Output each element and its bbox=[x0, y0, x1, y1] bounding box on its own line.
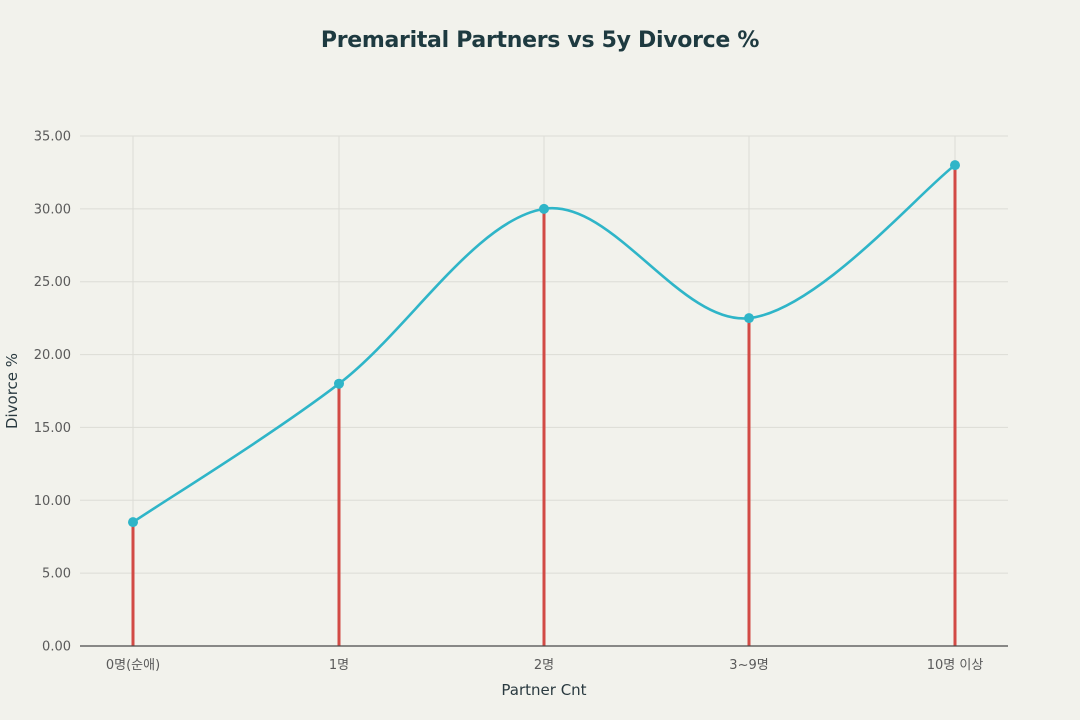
y-tick-labels: 0.00 5.00 10.00 15.00 20.00 25.00 30.00 35.00 bbox=[34, 130, 71, 655]
y-tick-label: 0.00 bbox=[42, 640, 71, 655]
y-tick-label: 20.00 bbox=[34, 348, 71, 363]
stem-lines bbox=[131, 165, 957, 646]
x-tick-label: 1명 bbox=[329, 658, 349, 673]
x-tick-labels: 0명(순애) 1명 2명 3~9명 10명 이상 bbox=[106, 658, 983, 673]
x-tick-label: 0명(순애) bbox=[106, 658, 160, 673]
data-point bbox=[539, 203, 549, 214]
y-axis-title: Divorce % bbox=[3, 353, 21, 429]
data-point bbox=[334, 378, 344, 389]
data-point bbox=[128, 517, 138, 528]
y-tick-label: 35.00 bbox=[34, 130, 71, 145]
y-tick-label: 15.00 bbox=[34, 421, 71, 436]
x-axis-title: Partner Cnt bbox=[501, 681, 586, 699]
chart-title: Premarital Partners vs 5y Divorce % bbox=[320, 28, 760, 53]
y-tick-label: 10.00 bbox=[34, 494, 71, 509]
data-point bbox=[744, 313, 754, 324]
data-points bbox=[128, 160, 960, 528]
y-tick-label: 30.00 bbox=[34, 202, 71, 217]
y-tick-label: 25.00 bbox=[34, 275, 71, 290]
x-tick-label: 10명 이상 bbox=[927, 658, 984, 673]
x-tick-label: 2명 bbox=[534, 658, 554, 673]
y-tick-label: 5.00 bbox=[42, 567, 71, 582]
data-point bbox=[950, 160, 960, 171]
x-tick-label: 3~9명 bbox=[729, 658, 768, 673]
